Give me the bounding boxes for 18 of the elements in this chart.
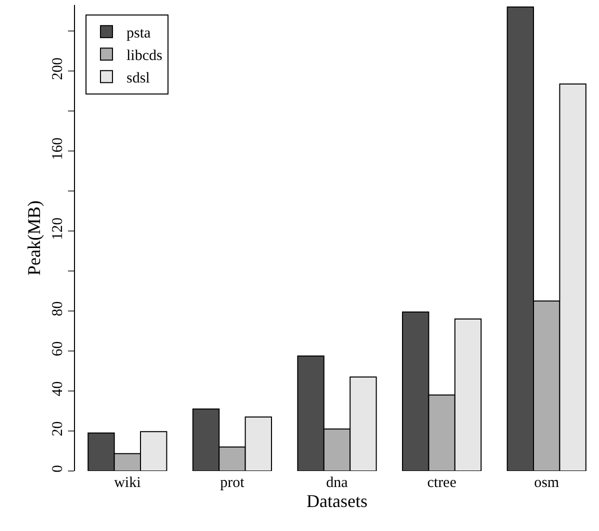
y-tick-label: 60 <box>50 341 66 356</box>
legend-label: sdsl <box>126 70 150 86</box>
y-tick-label: 120 <box>50 218 66 240</box>
legend-label: libcds <box>126 48 162 64</box>
y-tick-label: 40 <box>50 381 66 396</box>
legend-label: psta <box>126 25 151 42</box>
x-tick-label: ctree <box>427 475 457 491</box>
y-tick-label: 0 <box>50 465 66 472</box>
y-tick-label: 80 <box>50 301 66 316</box>
y-tick-label: 200 <box>50 58 66 80</box>
y-tick-label: 160 <box>50 138 66 160</box>
x-tick-label: dna <box>326 475 348 491</box>
x-tick-label: prot <box>220 475 246 491</box>
x-tick-label: wiki <box>114 475 141 491</box>
x-axis-title: Datasets <box>306 491 368 512</box>
y-tick-label: 20 <box>50 421 66 436</box>
x-tick-label: osm <box>534 475 560 491</box>
y-axis-title: Peak(MB) <box>24 200 44 276</box>
